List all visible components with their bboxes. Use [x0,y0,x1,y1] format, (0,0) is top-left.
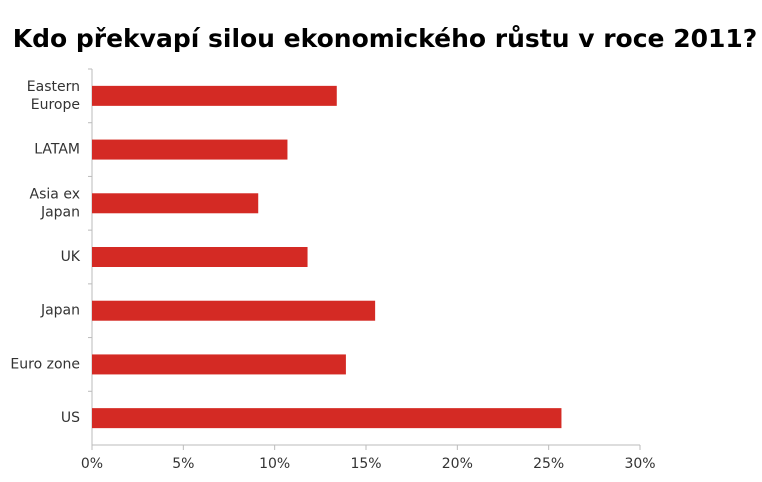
bar [92,139,288,160]
y-tick-label: LATAM [34,142,80,158]
bar [92,354,346,375]
x-tick-label: 5% [172,456,194,472]
bar [92,247,308,267]
bar [92,193,259,214]
x-tick-label: 15% [350,456,381,472]
y-tick-label: Euro zone [10,356,80,372]
bar [92,85,337,106]
y-tick-label: UK [61,249,81,265]
bar [92,300,376,321]
chart-title: Kdo překvapí silou ekonomického růstu v … [13,24,758,53]
x-tick-label: 10% [259,456,290,472]
x-tick-label: 25% [533,456,564,472]
y-tick-label: Asia ex Japan [30,186,80,220]
x-tick-label: 30% [624,456,655,472]
x-tick-label: 0% [81,456,103,472]
y-tick-label: Japan [40,303,80,319]
bar [92,408,562,429]
y-tick-label: Eastern Europe [27,79,80,113]
x-tick-label: 20% [442,456,473,472]
y-tick-label: US [61,410,80,426]
